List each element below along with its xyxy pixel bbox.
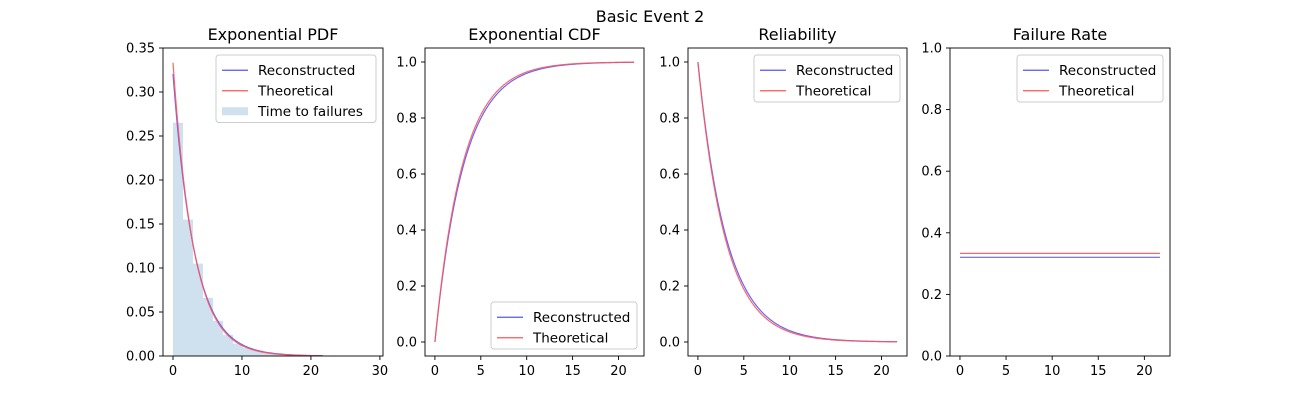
legend-label: Reconstructed [1059,63,1156,79]
histogram-bar [173,122,183,356]
legend-label: Theoretical [532,330,608,346]
x-tick-label: 10 [234,364,251,379]
x-tick-label: 0 [956,364,964,379]
x-tick-label: 0 [431,364,439,379]
x-tick-label: 5 [477,364,485,379]
histogram-bar [243,348,253,356]
y-tick-label: 1.0 [396,56,417,71]
y-tick-label: 0.6 [396,168,417,183]
y-tick-label: 0.25 [126,130,155,145]
series-line-theoretical [697,61,898,343]
axes-frame [424,47,645,357]
axes-frame [162,47,384,357]
legend-patch-histogram [222,107,248,116]
legend-label: Theoretical [795,83,871,99]
histogram-bar [233,343,243,356]
y-tick-label: 0.2 [921,288,942,303]
y-tick-label: 0.10 [126,262,155,277]
figure-suptitle: Basic Event 2 [596,7,705,26]
subplot-4: 0 5 10 15 20 0.0 0.2 0.4 0.6 0.8 1.0 Failure Rate Re… [921,25,1171,379]
y-tick-label: 1.0 [921,42,942,57]
legend-label: Time to failures [257,104,363,120]
x-tick-label: 15 [1090,364,1107,379]
legend: Reconstructed Theoretical [1016,54,1164,103]
y-tick-label: 0.8 [396,112,417,127]
y-tick-label: 0.8 [921,103,942,118]
y-tick-label: 0.2 [396,280,417,295]
axes-frame [949,47,1171,357]
histogram-bar [253,350,263,356]
series-line-theoretical [172,62,323,356]
subplot-title: Failure Rate [1013,25,1107,44]
subplot-title: Exponential CDF [468,25,600,44]
legend: Reconstructed Theoretical Time to failures [215,54,377,123]
histogram-bar [263,352,273,356]
y-tick-label: 0.2 [659,280,680,295]
legend-box [1016,54,1164,103]
y-tick-label: 0.6 [921,165,942,180]
y-tick-label: 0.00 [126,350,155,365]
x-tick-label: 10 [1044,364,1061,379]
x-tick-label: 15 [827,364,844,379]
axes-frame [687,47,908,357]
x-tick-label: 10 [781,364,798,379]
legend-label: Theoretical [1058,83,1134,99]
plot-area [172,62,373,356]
plot-area [959,252,1161,258]
y-tick-label: 1.0 [659,56,680,71]
subplot-2: 0 5 10 15 20 0.0 0.2 0.4 0.6 0.8 1.0 Exponential CD… [396,25,645,379]
y-tick-label: 0.0 [659,336,680,351]
legend-label: Reconstructed [796,63,893,79]
y-tick-label: 0.4 [659,224,680,239]
subplot-1: 0 10 20 30 0.00 0.05 0.10 0.15 0.20 0.25 0.30 0.35 E… [126,25,388,379]
subplot-title: Reliability [758,25,836,44]
subplot-title: Exponential PDF [208,25,339,44]
legend-box [753,54,901,103]
y-tick-label: 0.35 [126,42,155,57]
legend-box [215,54,377,123]
histogram-bar [213,320,223,356]
y-tick-label: 0.6 [659,168,680,183]
y-tick-label: 0.30 [126,86,155,101]
x-tick-label: 0 [694,364,702,379]
y-tick-label: 0.8 [659,112,680,127]
subplot-3: 0 5 10 15 20 0.0 0.2 0.4 0.6 0.8 1.0 Reliability Rec… [659,25,908,379]
y-tick-label: 0.4 [921,226,942,241]
legend-box [490,301,638,350]
subplots: 0 10 20 300.000.050.100.150.200.250.300.35E… [126,25,1171,379]
legend-label: Reconstructed [533,310,630,326]
x-tick-label: 30 [372,364,389,379]
plot-area [697,61,898,343]
x-tick-label: 0 [169,364,177,379]
histogram-bar [183,219,193,356]
y-tick-label: 0.05 [126,306,155,321]
legend-label: Reconstructed [258,63,355,79]
histogram-bar [223,334,233,356]
x-tick-label: 20 [610,364,627,379]
histogram-bar [193,263,203,356]
x-tick-label: 20 [873,364,890,379]
y-tick-label: 0.4 [396,224,417,239]
histogram-bar [203,297,213,356]
series-line-theoretical [434,61,635,343]
x-tick-label: 15 [564,364,581,379]
y-tick-label: 0.0 [921,350,942,365]
y-tick-label: 0.15 [126,218,155,233]
x-tick-label: 20 [303,364,320,379]
legend-label: Theoretical [257,83,333,99]
y-tick-label: 0.0 [396,336,417,351]
y-tick-label: 0.20 [126,174,155,189]
x-tick-label: 20 [1136,364,1153,379]
legend: Reconstructed Theoretical [753,54,901,103]
x-tick-label: 5 [1002,364,1010,379]
x-tick-label: 5 [740,364,748,379]
plot-area [434,61,635,343]
legend: Reconstructed Theoretical [490,301,638,350]
x-tick-label: 10 [518,364,535,379]
